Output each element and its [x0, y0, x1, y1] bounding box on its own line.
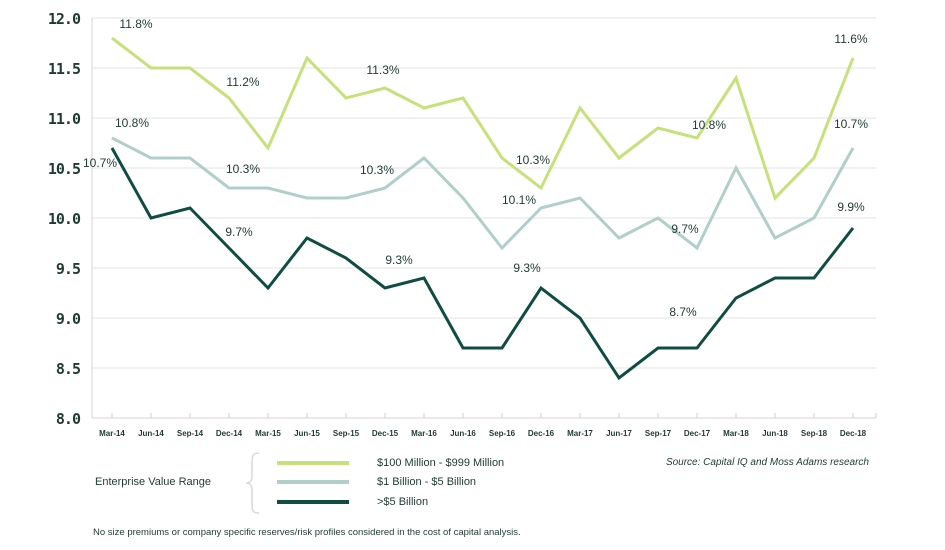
legend-swatch [277, 500, 349, 504]
series-line-1 [111, 136, 855, 251]
x-tick-label: Jun-18 [762, 429, 788, 438]
x-tick-label: Jun-16 [450, 429, 476, 438]
x-tick-label: Dec-14 [216, 429, 243, 438]
legend-label: $100 Million - $999 Million [377, 457, 505, 469]
data-label: 10.8% [115, 116, 149, 130]
data-label: 10.7% [83, 156, 117, 170]
x-tick-label: Dec-18 [840, 429, 867, 438]
x-tick-label: Sep-14 [177, 429, 204, 438]
data-labels: 11.8% 11.2% 11.3% 10.3% 10.8% 11.6% 10.8% 10.3%… [83, 17, 868, 319]
legend-item-small: $100 Million - $999 Million [277, 455, 504, 471]
y-tick-label: 9.0 [56, 310, 81, 328]
y-tick-label: 8.0 [56, 410, 81, 428]
legend-swatch [277, 461, 349, 465]
source-note: Source: Capital IQ and Moss Adams resear… [665, 457, 869, 468]
data-label: 10.8% [692, 118, 726, 132]
series-line-2 [110, 147, 855, 381]
legend-title: Enterprise Value Range [95, 476, 211, 488]
gridlines [92, 17, 876, 369]
legend-brace [245, 452, 260, 514]
x-tick-label: Jun-17 [606, 429, 632, 438]
y-tick-label: 11.0 [48, 110, 81, 128]
y-tick-label: 10.0 [48, 210, 81, 228]
x-tick-label: Mar-14 [99, 429, 125, 438]
axes: 8.0 8.5 9.0 9.5 10.0 10.5 11.0 11.5 12.0 Mar-14 Ju… [48, 10, 877, 438]
data-label: 11.2% [226, 75, 259, 89]
y-tick-label: 10.5 [48, 160, 81, 178]
data-label: 10.3% [226, 162, 260, 176]
x-tick-label: Sep-17 [645, 429, 672, 438]
data-label: 9.3% [513, 261, 541, 275]
x-tick-label: Jun-14 [138, 429, 164, 438]
legend: Enterprise Value Range $100 Million - $9… [95, 452, 895, 514]
line-chart: 8.0 8.5 9.0 9.5 10.0 10.5 11.0 11.5 12.0 Mar-14 Ju… [48, 10, 877, 438]
series-lines [110, 36, 855, 381]
legend-item-large: >$5 Billion [277, 494, 428, 510]
y-tick-label: 9.5 [56, 260, 81, 278]
y-tick-label: 8.5 [56, 360, 81, 378]
data-label: 11.3% [366, 63, 399, 77]
x-tick-label: Dec-16 [528, 429, 555, 438]
data-label: 9.9% [837, 200, 865, 214]
series-line-0 [111, 36, 855, 201]
data-label: 10.1% [502, 193, 536, 207]
data-label: 9.7% [671, 222, 699, 236]
x-tick-label: Mar-16 [411, 429, 437, 438]
x-tick-label: Dec-15 [372, 429, 399, 438]
data-label: 11.6% [834, 32, 867, 46]
x-tick-label: Mar-15 [255, 429, 281, 438]
x-tick-label: Mar-17 [567, 429, 593, 438]
legend-label: >$5 Billion [377, 496, 429, 508]
x-tick-label: Sep-18 [801, 429, 828, 438]
x-tick-label: Sep-15 [333, 429, 360, 438]
legend-label: $1 Billion - $5 Billion [377, 476, 477, 488]
data-label: 10.3% [360, 163, 394, 177]
data-label: 9.7% [225, 225, 253, 239]
data-label: 10.7% [834, 117, 868, 131]
data-label: 8.7% [669, 305, 697, 319]
x-tick-label: Mar-18 [723, 429, 749, 438]
data-label: 10.3% [516, 153, 550, 167]
legend-item-mid: $1 Billion - $5 Billion [277, 474, 476, 490]
x-tick-label: Jun-15 [294, 429, 320, 438]
footnote: No size premiums or company specific res… [93, 527, 521, 538]
y-tick-label: 11.5 [48, 60, 81, 78]
legend-swatch [277, 480, 349, 484]
data-label: 11.8% [119, 17, 152, 31]
x-tick-label: Dec-17 [684, 429, 711, 438]
y-tick-label: 12.0 [48, 10, 81, 28]
data-label: 9.3% [385, 253, 413, 267]
x-tick-label: Sep-16 [489, 429, 516, 438]
